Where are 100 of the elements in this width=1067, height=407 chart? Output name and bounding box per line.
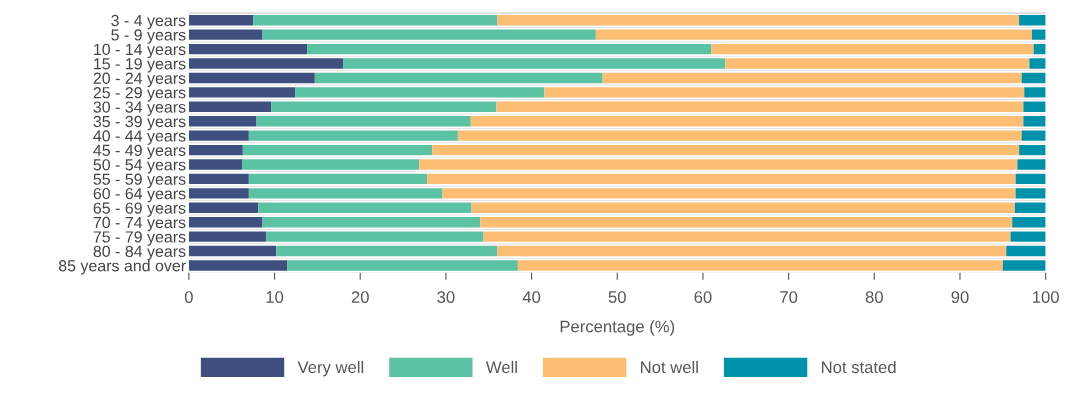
bar <box>253 15 498 26</box>
bar <box>343 58 726 69</box>
bar <box>457 130 1022 141</box>
x-tick-label: 100 <box>1033 291 1059 303</box>
x-tick-label: 90 <box>951 291 969 303</box>
bar <box>1015 173 1046 185</box>
bar <box>544 87 1025 98</box>
bar <box>188 72 315 84</box>
x-tick-label: 70 <box>780 291 798 303</box>
bar <box>427 173 1016 185</box>
bar <box>265 231 484 242</box>
bar <box>188 130 249 141</box>
bar <box>287 260 518 271</box>
bar <box>188 173 249 185</box>
y-tick-label: 25 - 29 years <box>93 87 186 102</box>
bar <box>276 245 498 257</box>
bar <box>1023 116 1046 127</box>
y-tick-label: 10 - 14 years <box>94 43 186 59</box>
bar <box>188 87 296 98</box>
bar <box>497 245 1007 257</box>
bar <box>1017 159 1046 170</box>
y-tick-label: 5 - 9 years <box>111 29 186 44</box>
y-tick-label: 40 - 44 years <box>93 130 186 145</box>
y-tick-label: 35 - 39 years <box>93 115 186 131</box>
bar <box>188 159 242 170</box>
bar <box>595 29 1032 40</box>
y-tick-label: 80 - 84 years <box>93 245 186 261</box>
bar <box>470 116 1024 127</box>
bar <box>497 15 1020 26</box>
y-tick-label: 55 - 59 years <box>93 173 186 189</box>
bar <box>242 144 433 156</box>
x-axis-title: Percentage (%) <box>560 320 675 336</box>
bar <box>1031 29 1046 40</box>
x-tick-label: 50 <box>608 291 626 303</box>
y-tick-label: 60 - 64 years <box>93 187 186 203</box>
bar <box>188 202 259 213</box>
bar <box>262 217 481 228</box>
bar <box>188 188 249 199</box>
bar <box>1023 101 1046 112</box>
x-tick-label: 40 <box>522 291 541 303</box>
bar <box>295 87 545 98</box>
bar <box>725 58 1030 69</box>
y-tick-label: 3 - 4 years <box>111 14 186 30</box>
bar <box>1029 58 1046 69</box>
bar <box>188 101 272 112</box>
legend-label: Very well <box>297 360 364 377</box>
bar <box>188 260 288 271</box>
bar <box>1006 245 1046 257</box>
bar <box>419 159 1018 170</box>
legend-label: Not stated <box>821 360 896 374</box>
x-tick-label: 80 <box>865 291 883 303</box>
bar <box>1010 231 1046 242</box>
bar <box>256 116 471 127</box>
bar <box>188 217 263 228</box>
bar <box>1024 87 1046 98</box>
bar <box>271 101 497 112</box>
bar <box>1014 202 1046 213</box>
bar <box>602 72 1022 84</box>
bar <box>314 72 603 84</box>
bar <box>442 188 1016 199</box>
bar <box>188 231 266 242</box>
x-tick-label: 30 <box>437 291 455 303</box>
bar <box>188 116 257 127</box>
bar <box>188 58 344 69</box>
x-tick-label: 0 <box>184 291 193 303</box>
bar <box>307 43 712 55</box>
bar <box>1002 260 1046 271</box>
bar <box>188 29 263 40</box>
bar <box>188 15 254 26</box>
x-tick-label: 20 <box>351 291 369 303</box>
legend-label: Well <box>485 360 517 374</box>
bar <box>258 202 472 213</box>
y-tick-label: 15 - 19 years <box>94 58 186 73</box>
x-tick-label: 60 <box>694 291 712 303</box>
bar <box>483 231 1011 242</box>
y-tick-label: 20 - 24 years <box>93 72 186 88</box>
y-tick-label: 70 - 74 years <box>93 216 186 232</box>
bar <box>1019 144 1046 156</box>
bar <box>496 101 1024 112</box>
x-tick-label: 10 <box>266 291 284 303</box>
bar <box>1019 15 1046 26</box>
bar <box>248 130 458 141</box>
bar <box>188 43 308 55</box>
bar <box>471 202 1015 213</box>
bar <box>432 144 1020 156</box>
legend-label: Not well <box>641 360 698 374</box>
bar <box>480 217 1013 228</box>
bar <box>188 144 243 156</box>
bar <box>517 260 1003 271</box>
bar <box>248 173 428 185</box>
bar <box>1021 130 1046 141</box>
bar <box>248 188 443 199</box>
bar <box>188 245 277 257</box>
y-tick-label: 45 - 49 years <box>93 144 186 160</box>
y-tick-label: 30 - 34 years <box>93 101 186 116</box>
bar <box>241 159 420 170</box>
y-tick-label: 50 - 54 years <box>93 159 186 174</box>
bar <box>711 43 1034 55</box>
bar <box>1021 72 1046 84</box>
bar <box>1015 188 1046 199</box>
